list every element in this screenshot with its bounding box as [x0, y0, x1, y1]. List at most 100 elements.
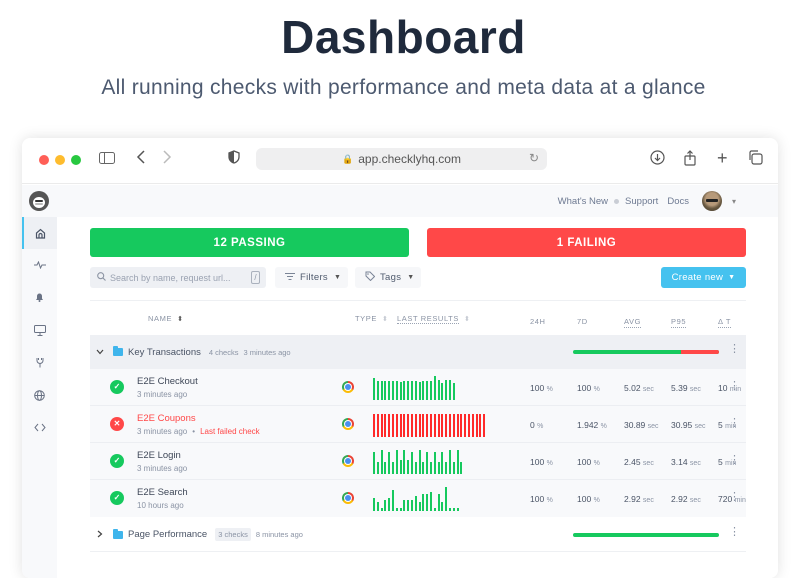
result-bar[interactable]	[403, 500, 406, 511]
result-bar[interactable]	[407, 414, 410, 437]
result-bar[interactable]	[373, 414, 375, 437]
table-row[interactable]: ✓ E2E Search 10 hours ago 100 % 100 % 2.…	[90, 480, 746, 517]
result-bar[interactable]	[388, 452, 391, 474]
result-bar[interactable]	[376, 462, 379, 474]
check-name[interactable]: E2E Login	[137, 450, 181, 461]
result-bar[interactable]	[426, 381, 429, 400]
result-bar[interactable]	[460, 414, 463, 437]
result-bar[interactable]	[376, 502, 379, 511]
result-bar[interactable]	[414, 381, 417, 400]
result-bar[interactable]	[399, 382, 402, 400]
result-bar[interactable]	[441, 414, 444, 437]
result-bar[interactable]	[426, 494, 429, 511]
result-bar[interactable]	[452, 508, 455, 511]
result-bar[interactable]	[429, 414, 432, 437]
result-bar[interactable]	[388, 498, 391, 511]
result-bar[interactable]	[429, 381, 432, 400]
result-bar[interactable]	[418, 382, 421, 400]
result-bar[interactable]	[422, 494, 425, 511]
result-bar[interactable]	[429, 492, 432, 511]
more-options-icon[interactable]: ⋮	[729, 380, 740, 392]
result-bar[interactable]	[384, 414, 387, 437]
passing-summary-button[interactable]: 12 PASSING	[90, 228, 409, 257]
search-input[interactable]: Search by name, request url... /	[90, 267, 266, 288]
result-bar[interactable]	[373, 498, 375, 511]
result-bar[interactable]	[395, 450, 398, 474]
more-options-icon[interactable]: ⋮	[729, 454, 740, 466]
user-menu-caret-icon[interactable]: ▾	[731, 196, 736, 206]
tags-dropdown[interactable]: Tags ▼	[355, 267, 421, 288]
maximize-window-button[interactable]	[71, 155, 81, 165]
result-bar[interactable]	[456, 414, 459, 437]
result-bar[interactable]	[426, 452, 429, 474]
result-bar[interactable]	[414, 496, 417, 511]
result-bar[interactable]	[376, 414, 379, 437]
sidebar-item-integrations[interactable]	[22, 346, 57, 378]
result-bar[interactable]	[384, 500, 387, 511]
sidebar-item-activity[interactable]	[22, 249, 57, 281]
result-bar[interactable]	[407, 500, 410, 511]
result-bar[interactable]	[429, 462, 432, 474]
sidebar-item-home[interactable]	[22, 217, 57, 249]
result-bar[interactable]	[418, 450, 421, 474]
create-new-button[interactable]: Create new ▼	[661, 267, 746, 288]
result-bar[interactable]	[445, 380, 448, 400]
result-bar[interactable]	[452, 414, 455, 437]
result-bar[interactable]	[464, 414, 467, 437]
result-bar[interactable]	[471, 414, 474, 437]
result-bar[interactable]	[422, 462, 425, 474]
close-window-button[interactable]	[39, 155, 49, 165]
result-bar[interactable]	[441, 452, 444, 474]
result-bar[interactable]	[380, 414, 383, 437]
result-bar[interactable]	[448, 508, 451, 511]
forward-icon[interactable]	[162, 150, 172, 170]
result-bar[interactable]	[452, 462, 455, 474]
result-bar[interactable]	[456, 508, 459, 511]
result-bar[interactable]	[373, 378, 375, 400]
last-failed-check-link[interactable]: Last failed check	[200, 427, 260, 436]
group-row-page-performance[interactable]: Page Performance 3 checks 8 minutes ago …	[90, 518, 746, 552]
column-header-p95[interactable]: P95	[671, 317, 687, 328]
result-bar[interactable]	[437, 462, 440, 474]
sidebar-toggle-icon[interactable]	[99, 150, 115, 170]
avatar[interactable]	[701, 191, 722, 211]
result-bar[interactable]	[448, 380, 451, 400]
result-bar[interactable]	[395, 414, 398, 437]
result-bar[interactable]	[479, 414, 482, 437]
result-bar[interactable]	[418, 414, 421, 437]
result-bar[interactable]	[475, 414, 478, 437]
result-bar[interactable]	[448, 414, 451, 437]
result-bar[interactable]	[437, 414, 440, 437]
tab-overview-icon[interactable]	[748, 150, 763, 171]
result-bar[interactable]	[395, 381, 398, 400]
result-bar[interactable]	[410, 500, 413, 511]
result-bar[interactable]	[418, 502, 421, 511]
result-bar[interactable]	[373, 452, 375, 474]
result-bar[interactable]	[399, 414, 402, 437]
sidebar-item-alerts[interactable]	[22, 281, 57, 313]
sidebar-item-api[interactable]	[22, 411, 57, 443]
result-bar[interactable]	[399, 508, 402, 511]
column-header-type[interactable]: TYPE ⬍	[355, 314, 389, 323]
result-bar[interactable]	[380, 450, 383, 474]
address-bar[interactable]: 🔒 app.checklyhq.com ↻	[256, 148, 547, 170]
check-name[interactable]: E2E Coupons	[137, 413, 196, 424]
download-icon[interactable]	[650, 150, 665, 171]
result-bar[interactable]	[441, 383, 444, 400]
result-bar[interactable]	[433, 376, 436, 400]
result-bar[interactable]	[422, 381, 425, 400]
result-bar[interactable]	[445, 414, 448, 437]
sidebar-item-locations[interactable]	[22, 379, 57, 411]
result-bar[interactable]	[433, 508, 436, 511]
docs-link[interactable]: Docs	[667, 195, 689, 207]
result-bar[interactable]	[403, 450, 406, 474]
result-bar[interactable]	[414, 462, 417, 474]
column-header-last-results[interactable]: LAST RESULTS ⬍	[397, 314, 471, 324]
result-bar[interactable]	[445, 487, 448, 511]
result-bar[interactable]	[384, 462, 387, 474]
check-name[interactable]: E2E Search	[137, 487, 188, 498]
result-bar[interactable]	[452, 383, 455, 400]
result-bar[interactable]	[403, 381, 406, 400]
checkly-logo[interactable]	[29, 191, 49, 211]
result-bar[interactable]	[391, 490, 394, 511]
